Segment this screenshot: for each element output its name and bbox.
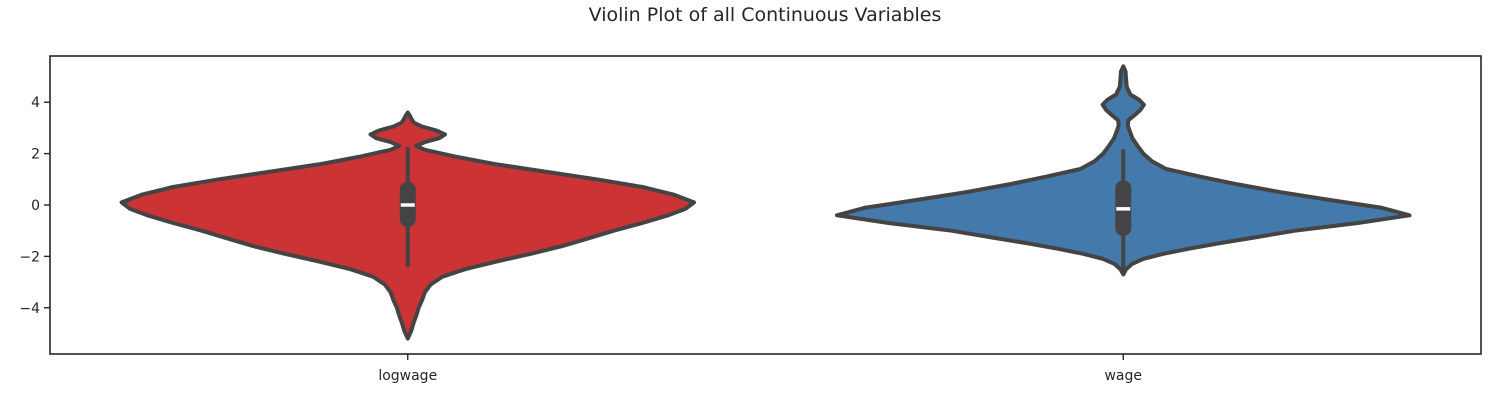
violins: [119, 64, 1412, 341]
chart-title: Violin Plot of all Continuous Variables: [588, 4, 942, 26]
y-tick-label: 2: [31, 147, 40, 163]
y-tick-label: −2: [19, 249, 40, 265]
y-tick-label: −4: [19, 301, 40, 317]
x-tick-label-logwage: logwage: [378, 368, 437, 384]
y-tick-label: 0: [31, 198, 40, 214]
x-tick-label-wage: wage: [1104, 368, 1142, 384]
y-tick-label: 4: [31, 95, 40, 111]
y-axis: −4 −2 0 2 4: [19, 95, 50, 317]
x-axis: logwage wage: [378, 354, 1142, 384]
